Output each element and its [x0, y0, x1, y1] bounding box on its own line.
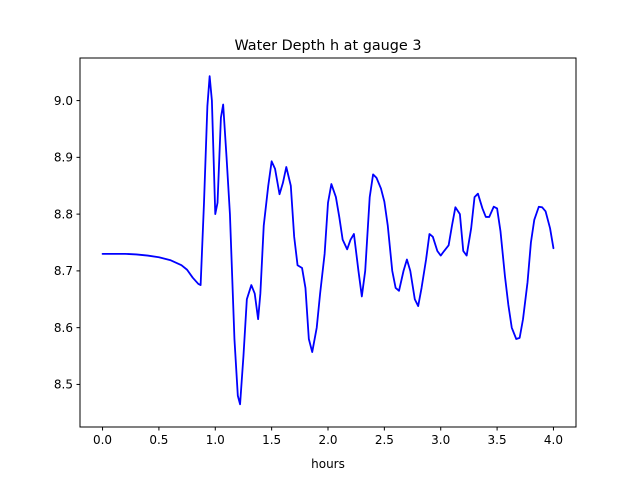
- y-tick-label: 8.6: [54, 321, 73, 335]
- plot-area: [101, 75, 555, 406]
- x-tick-label: 3.5: [488, 433, 507, 447]
- x-tick-label: 1.5: [262, 433, 281, 447]
- x-tick-label: 0.0: [93, 433, 112, 447]
- y-axis-ticks: 8.5 8.6 8.7 8.8 8.9 9.0: [54, 94, 80, 392]
- x-axis-label: hours: [311, 457, 345, 471]
- x-axis-ticks: 0.0 0.5 1.0 1.5 2.0 2.5 3.0 3.5 4.0: [93, 427, 563, 447]
- x-tick-label: 3.0: [431, 433, 450, 447]
- x-tick-label: 2.5: [375, 433, 394, 447]
- y-tick-label: 9.0: [54, 94, 73, 108]
- x-tick-label: 2.0: [318, 433, 337, 447]
- y-tick-label: 8.5: [54, 378, 73, 392]
- y-tick-label: 8.9: [54, 151, 73, 165]
- series-line: [101, 75, 555, 406]
- x-tick-label: 1.0: [206, 433, 225, 447]
- axes-frame: [79, 57, 577, 428]
- x-tick-label: 4.0: [544, 433, 563, 447]
- y-tick-label: 8.7: [54, 264, 73, 278]
- y-tick-label: 8.8: [54, 207, 73, 221]
- chart-title: Water Depth h at gauge 3: [234, 38, 421, 54]
- x-tick-label: 0.5: [149, 433, 168, 447]
